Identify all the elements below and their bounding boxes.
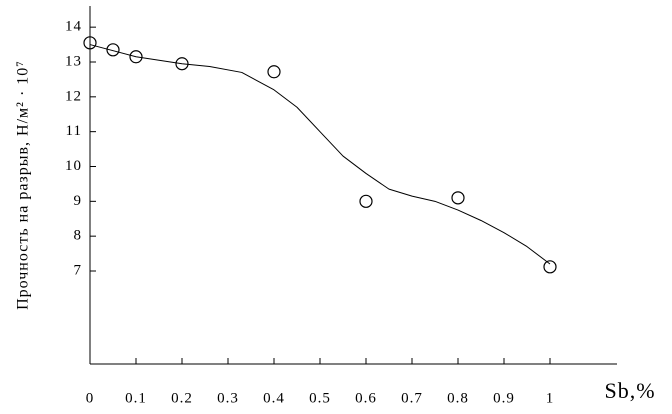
x-tick-label: 0.8 — [447, 390, 469, 406]
y-tick-label: 14 — [65, 19, 82, 35]
x-tick-label: 0.9 — [493, 390, 515, 406]
curve — [89, 44, 551, 265]
x-tick-label: 1 — [546, 390, 555, 406]
data-point — [129, 50, 143, 64]
y-tick-label: 11 — [66, 123, 82, 139]
data-point — [359, 194, 373, 208]
x-tick-label: 0.6 — [355, 390, 377, 406]
y-tick-label: 13 — [65, 53, 82, 69]
y-tick-label: 10 — [65, 158, 82, 174]
data-point — [175, 57, 189, 71]
y-tick-label: 7 — [74, 262, 83, 278]
data-point — [543, 260, 557, 274]
x-tick-label: 0.1 — [125, 390, 147, 406]
x-tick-label: 0 — [86, 390, 95, 406]
x-tick-label: 0.2 — [171, 390, 193, 406]
y-tick-label: 9 — [74, 193, 83, 209]
x-tick-label: 0.4 — [263, 390, 285, 406]
y-axis-label: Прочность на разрыв, Н/м² · 10⁷ — [15, 60, 32, 310]
x-tick-label: 0.7 — [401, 390, 423, 406]
y-tick-label: 12 — [65, 88, 82, 104]
y-tick-label: 8 — [74, 228, 83, 244]
x-tick-label: 0.5 — [309, 390, 331, 406]
x-axis-label: Sb,% — [604, 378, 655, 403]
data-point — [106, 43, 120, 57]
data-point — [267, 65, 281, 79]
x-tick-label: 0.3 — [217, 390, 239, 406]
data-point — [451, 191, 465, 205]
data-point — [83, 36, 97, 50]
